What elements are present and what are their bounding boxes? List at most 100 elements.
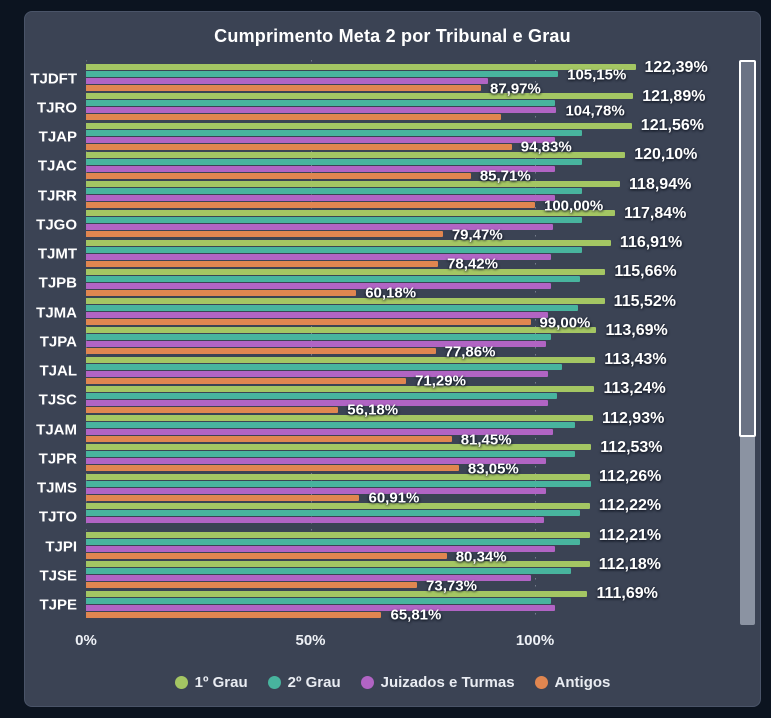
value-label: 121,89%	[642, 87, 706, 105]
bar-2-grau[interactable]	[86, 451, 576, 458]
bar-juizados-e-turmas[interactable]	[86, 546, 556, 552]
bar-1-grau[interactable]	[86, 561, 590, 568]
bar-1-grau[interactable]	[86, 64, 636, 70]
value-label: 100,00%	[544, 197, 604, 214]
scrollbar-rest[interactable]	[740, 437, 755, 625]
bar-2-grau[interactable]	[86, 100, 556, 107]
bar-antigos[interactable]	[86, 143, 512, 150]
legend-dot-icon	[174, 676, 188, 689]
bar-2-grau[interactable]	[86, 480, 592, 487]
bar-1-grau[interactable]	[86, 590, 588, 597]
scrollbar-thumb[interactable]	[739, 60, 756, 437]
bar-juizados-e-turmas[interactable]	[86, 341, 547, 348]
category-label: TJSC	[38, 391, 77, 409]
bar-2-grau[interactable]	[86, 597, 551, 604]
bar-antigos[interactable]	[86, 436, 452, 442]
bar-antigos[interactable]	[86, 289, 357, 296]
bar-juizados-e-turmas[interactable]	[86, 575, 531, 582]
bar-2-grau[interactable]	[86, 129, 583, 136]
bar-1-grau[interactable]	[86, 268, 606, 275]
bar-2-grau[interactable]	[86, 363, 562, 370]
bar-1-grau[interactable]	[86, 473, 591, 480]
category-label: TJMA	[36, 304, 77, 322]
bar-antigos[interactable]	[86, 319, 531, 325]
legend-item-2-grau[interactable]: 2º Grau	[267, 674, 341, 691]
bar-2-grau[interactable]	[86, 246, 583, 253]
legend-item-juizados-e-turmas[interactable]: Juizados e Turmas	[360, 674, 515, 691]
bar-juizados-e-turmas[interactable]	[86, 487, 547, 494]
bar-2-grau[interactable]	[86, 568, 571, 575]
bar-1-grau[interactable]	[86, 444, 592, 451]
bar-antigos[interactable]	[86, 114, 502, 121]
bar-juizados-e-turmas[interactable]	[86, 107, 557, 114]
bar-antigos[interactable]	[86, 377, 407, 384]
bar-juizados-e-turmas[interactable]	[86, 604, 556, 611]
value-label: 112,18%	[598, 555, 661, 573]
bar-1-grau[interactable]	[86, 327, 597, 334]
bar-2-grau[interactable]	[86, 422, 576, 428]
bar-antigos[interactable]	[86, 406, 339, 413]
value-label: 113,24%	[603, 380, 666, 398]
bar-antigos[interactable]	[86, 494, 360, 501]
bar-2-grau[interactable]	[86, 509, 580, 516]
bar-juizados-e-turmas[interactable]	[86, 282, 551, 289]
bar-juizados-e-turmas[interactable]	[86, 195, 556, 201]
value-label: 79,47%	[451, 226, 503, 244]
bar-antigos[interactable]	[86, 202, 535, 208]
bar-antigos[interactable]	[86, 611, 382, 618]
bar-1-grau[interactable]	[86, 385, 595, 392]
value-label: 121,56%	[640, 117, 704, 134]
bar-2-grau[interactable]	[86, 392, 558, 399]
bar-1-grau[interactable]	[86, 298, 605, 304]
bar-antigos[interactable]	[86, 85, 481, 91]
bar-juizados-e-turmas[interactable]	[86, 78, 488, 84]
bar-antigos[interactable]	[86, 553, 447, 559]
bar-antigos[interactable]	[86, 260, 439, 267]
value-label: 113,43%	[604, 351, 667, 368]
bar-juizados-e-turmas[interactable]	[86, 224, 553, 231]
bar-1-grau[interactable]	[86, 239, 611, 246]
value-label: 87,97%	[489, 80, 541, 97]
bar-antigos[interactable]	[86, 582, 418, 589]
value-label: 77,86%	[444, 343, 496, 361]
bar-juizados-e-turmas[interactable]	[86, 399, 549, 406]
bar-juizados-e-turmas[interactable]	[86, 458, 547, 465]
legend-item-1-grau[interactable]: 1º Grau	[174, 674, 248, 691]
bar-juizados-e-turmas[interactable]	[86, 136, 556, 143]
bar-antigos[interactable]	[86, 172, 471, 179]
bar-1-grau[interactable]	[86, 181, 621, 187]
value-label: 65,81%	[390, 606, 442, 624]
bar-1-grau[interactable]	[86, 210, 616, 217]
category-label: TJAC	[37, 157, 77, 175]
bar-2-grau[interactable]	[86, 275, 580, 282]
bar-antigos[interactable]	[86, 465, 459, 472]
value-label: 71,29%	[415, 372, 466, 390]
bar-1-grau[interactable]	[86, 415, 594, 421]
bar-juizados-e-turmas[interactable]	[86, 429, 553, 435]
bar-2-grau[interactable]	[86, 188, 583, 194]
bar-2-grau[interactable]	[86, 217, 583, 224]
bar-2-grau[interactable]	[86, 71, 559, 77]
value-label: 117,84%	[624, 204, 687, 222]
bar-2-grau[interactable]	[86, 539, 580, 545]
bar-antigos[interactable]	[86, 231, 443, 238]
value-label: 60,18%	[365, 284, 417, 302]
scrollbar-track[interactable]	[739, 60, 756, 625]
value-label: 83,05%	[467, 460, 519, 478]
bar-juizados-e-turmas[interactable]	[86, 253, 551, 260]
bar-1-grau[interactable]	[86, 93, 634, 100]
bar-antigos[interactable]	[86, 348, 436, 355]
legend-item-antigos[interactable]: Antigos	[534, 674, 610, 691]
bar-1-grau[interactable]	[86, 122, 632, 129]
bar-juizados-e-turmas[interactable]	[86, 516, 544, 523]
bar-2-grau[interactable]	[86, 158, 583, 165]
bar-1-grau[interactable]	[86, 532, 590, 538]
bar-1-grau[interactable]	[86, 151, 626, 158]
bar-juizados-e-turmas[interactable]	[86, 312, 549, 318]
bar-1-grau[interactable]	[86, 502, 590, 509]
bar-juizados-e-turmas[interactable]	[86, 370, 549, 377]
bar-2-grau[interactable]	[86, 305, 578, 311]
bar-juizados-e-turmas[interactable]	[86, 165, 556, 172]
bar-1-grau[interactable]	[86, 356, 596, 363]
bar-2-grau[interactable]	[86, 334, 551, 341]
